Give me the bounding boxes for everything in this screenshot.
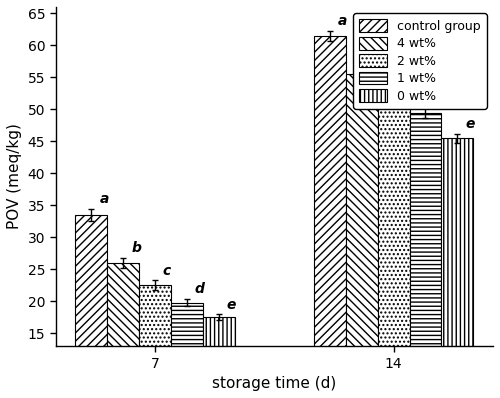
Legend: control group, 4 wt%, 2 wt%, 1 wt%, 0 wt%: control group, 4 wt%, 2 wt%, 1 wt%, 0 wt… [353,13,487,109]
Text: b: b [131,241,141,255]
Text: d: d [434,91,444,105]
Text: a: a [100,192,108,206]
Bar [202,317,234,398]
Text: b: b [370,53,380,66]
Text: e: e [226,298,236,312]
Text: e: e [465,117,474,131]
Bar [107,263,139,398]
Bar [171,302,202,398]
X-axis label: storage time (d): storage time (d) [212,376,336,391]
Text: d: d [195,282,204,296]
Bar [76,215,107,398]
Bar [314,36,346,398]
Bar [139,285,171,398]
Y-axis label: POV (meq/kg): POV (meq/kg) [7,123,22,230]
Text: c: c [402,64,410,78]
Bar [378,87,410,398]
Bar [442,138,473,398]
Bar [410,113,442,398]
Text: c: c [163,263,171,278]
Bar [346,74,378,398]
Text: a: a [338,14,347,28]
